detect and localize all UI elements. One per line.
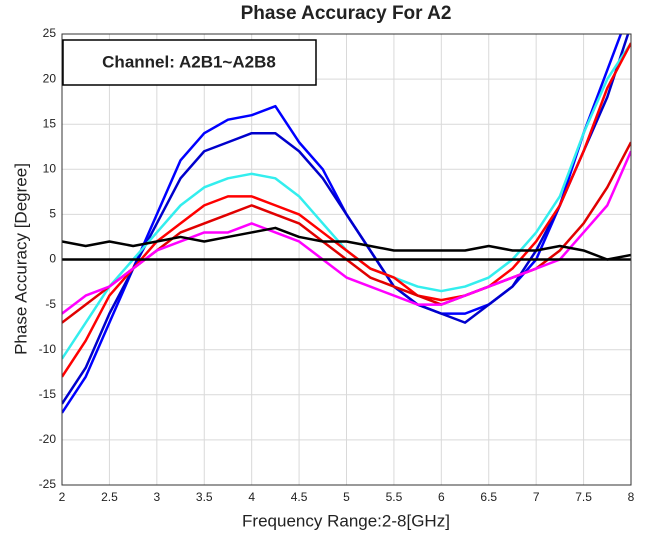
y-axis-label: Phase Accuracy [Degree] <box>11 163 30 355</box>
y-tick-label: 25 <box>43 26 57 40</box>
x-tick-label: 7.5 <box>575 490 592 504</box>
x-tick-label: 6.5 <box>480 490 497 504</box>
x-tick-label: 3.5 <box>196 490 213 504</box>
x-tick-label: 2.5 <box>101 490 118 504</box>
x-tick-label: 2 <box>59 490 66 504</box>
lines <box>62 34 631 414</box>
y-tick-label: 15 <box>43 116 57 130</box>
x-tick-label: 8 <box>628 490 635 504</box>
x-tick-label: 4 <box>248 490 255 504</box>
x-tick-label: 7 <box>533 490 540 504</box>
y-tick-label: -10 <box>39 342 57 356</box>
y-tick-label: 10 <box>43 161 57 175</box>
y-tick-label: -25 <box>39 477 57 491</box>
x-tick-label: 5 <box>343 490 350 504</box>
annotation-box <box>62 39 317 86</box>
y-tick-label: -15 <box>39 387 57 401</box>
series-line <box>62 226 631 261</box>
x-tick-label: 3 <box>153 490 160 504</box>
y-tick-label: 5 <box>49 207 56 221</box>
x-axis-label: Frequency Range:2-8[GHz] <box>242 511 450 530</box>
series-line <box>62 150 631 315</box>
plot-frame <box>61 33 632 486</box>
x-tick-label: 4.5 <box>291 490 308 504</box>
y-tick-label: 20 <box>43 71 57 85</box>
y-tick-label: -5 <box>45 297 56 311</box>
annotation: Channel: A2B1~A2B8 <box>102 52 276 71</box>
chart-title: Phase Accuracy For A2 <box>241 3 452 24</box>
y-tick-label: 0 <box>49 252 56 266</box>
x-tick-label: 6 <box>438 490 445 504</box>
y-tick-label: -20 <box>39 432 57 446</box>
x-tick-label: 5.5 <box>386 490 403 504</box>
